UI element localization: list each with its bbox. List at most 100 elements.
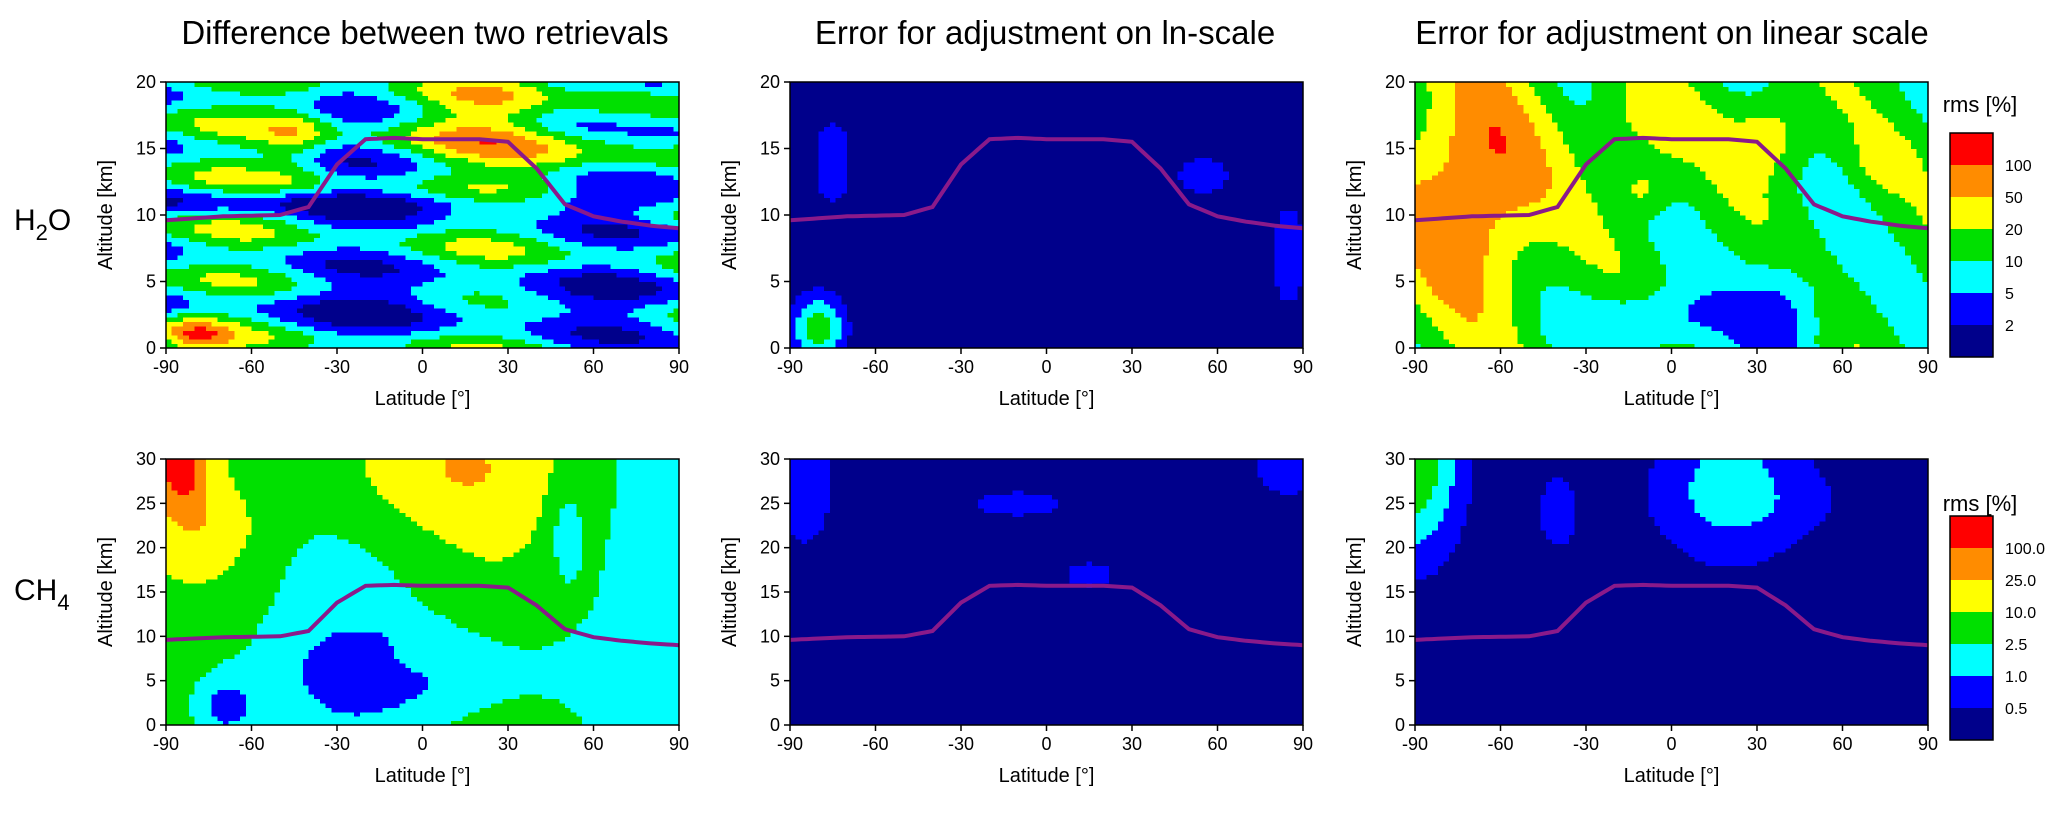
y-tick-label: 30	[760, 449, 780, 469]
x-tick-label: -30	[948, 357, 974, 377]
x-tick-label: 0	[417, 357, 427, 377]
x-tick-label: 30	[498, 734, 518, 754]
colorbar-label: 5	[2005, 286, 2014, 303]
x-axis-label: Latitude [°]	[375, 765, 471, 787]
x-tick-label: -30	[324, 734, 350, 754]
colorbar-label: 100.0	[2005, 541, 2045, 558]
x-tick-label: -60	[1487, 734, 1513, 754]
x-tick-label: -60	[238, 734, 264, 754]
y-tick-label: 5	[146, 671, 156, 691]
species-label: CH4	[14, 574, 70, 615]
x-tick-label: 30	[1122, 357, 1142, 377]
colorbar-label: 1.0	[2005, 669, 2027, 686]
y-tick-label: 10	[760, 205, 780, 225]
y-tick-label: 0	[146, 338, 156, 358]
x-axis-label: Latitude [°]	[1624, 765, 1720, 787]
colorbar-label: 2.5	[2005, 637, 2027, 654]
x-tick-label: -90	[153, 357, 179, 377]
y-tick-label: 5	[1395, 272, 1405, 292]
contour-fill	[166, 459, 680, 726]
colorbar-swatch	[1950, 325, 1993, 358]
x-tick-label: 90	[1293, 357, 1313, 377]
y-tick-label: 15	[1385, 139, 1405, 159]
y-tick-label: 0	[146, 715, 156, 735]
x-tick-label: -30	[324, 357, 350, 377]
colorbar-swatch	[1950, 197, 1993, 230]
x-tick-label: 30	[1747, 357, 1767, 377]
x-tick-label: -90	[1402, 734, 1428, 754]
x-tick-label: -60	[862, 734, 888, 754]
colorbar-swatch	[1950, 229, 1993, 262]
species-label: H2O	[14, 204, 71, 245]
x-tick-label: 90	[1918, 357, 1938, 377]
colorbar-title: rms [%]	[1943, 491, 2018, 516]
y-tick-label: 5	[1395, 671, 1405, 691]
x-tick-label: 60	[1832, 357, 1852, 377]
y-axis-label: Altitude [km]	[95, 160, 117, 270]
y-tick-label: 30	[1385, 449, 1405, 469]
y-tick-label: 25	[760, 493, 780, 513]
x-tick-label: -60	[238, 357, 264, 377]
colorbar-swatch	[1950, 133, 1993, 166]
colorbar-swatch	[1950, 644, 1993, 677]
y-tick-label: 20	[136, 538, 156, 558]
colorbar-label: 100	[2005, 158, 2032, 175]
x-tick-label: 90	[1293, 734, 1313, 754]
y-tick-label: 5	[770, 272, 780, 292]
x-axis-label: Latitude [°]	[1624, 388, 1720, 410]
colorbar-swatch	[1950, 293, 1993, 326]
x-tick-label: 60	[583, 734, 603, 754]
x-tick-label: -30	[948, 734, 974, 754]
y-tick-label: 20	[760, 72, 780, 92]
colorbar-label: 20	[2005, 222, 2023, 239]
x-tick-label: 60	[1207, 734, 1227, 754]
colorbar-swatch	[1950, 261, 1993, 294]
y-tick-label: 20	[1385, 538, 1405, 558]
contour-fill	[1415, 459, 1929, 726]
y-tick-label: 25	[1385, 493, 1405, 513]
x-tick-label: 0	[1041, 357, 1051, 377]
y-tick-label: 10	[136, 205, 156, 225]
y-tick-label: 10	[1385, 205, 1405, 225]
x-tick-label: 90	[669, 734, 689, 754]
column-title: Error for adjustment on ln-scale	[815, 14, 1275, 51]
x-tick-label: -90	[153, 734, 179, 754]
colorbar-label: 10.0	[2005, 605, 2036, 622]
x-tick-label: -60	[862, 357, 888, 377]
x-tick-label: 60	[583, 357, 603, 377]
y-axis-label: Altitude [km]	[1344, 160, 1366, 270]
x-tick-label: -90	[777, 357, 803, 377]
x-tick-label: 30	[498, 357, 518, 377]
colorbar-label: 0.5	[2005, 701, 2027, 718]
colorbar-swatch	[1950, 548, 1993, 581]
colorbar-label: 2	[2005, 318, 2014, 335]
y-tick-label: 15	[136, 582, 156, 602]
colorbar-label: 10	[2005, 254, 2023, 271]
y-tick-label: 15	[136, 139, 156, 159]
column-title: Difference between two retrievals	[181, 14, 668, 51]
colorbar-swatch	[1950, 580, 1993, 613]
colorbar-swatch	[1950, 708, 1993, 741]
y-axis-label: Altitude [km]	[719, 160, 741, 270]
y-axis-label: Altitude [km]	[95, 537, 117, 647]
x-tick-label: 60	[1207, 357, 1227, 377]
y-tick-label: 15	[1385, 582, 1405, 602]
x-tick-label: -90	[777, 734, 803, 754]
y-tick-label: 0	[770, 715, 780, 735]
x-tick-label: 90	[669, 357, 689, 377]
x-tick-label: 0	[417, 734, 427, 754]
contour-fill	[790, 459, 1304, 726]
y-tick-label: 10	[1385, 626, 1405, 646]
x-tick-label: 30	[1747, 734, 1767, 754]
x-axis-label: Latitude [°]	[999, 765, 1095, 787]
y-tick-label: 5	[146, 272, 156, 292]
x-tick-label: 60	[1832, 734, 1852, 754]
colorbar-swatch	[1950, 165, 1993, 198]
y-tick-label: 0	[1395, 715, 1405, 735]
x-axis-label: Latitude [°]	[999, 388, 1095, 410]
